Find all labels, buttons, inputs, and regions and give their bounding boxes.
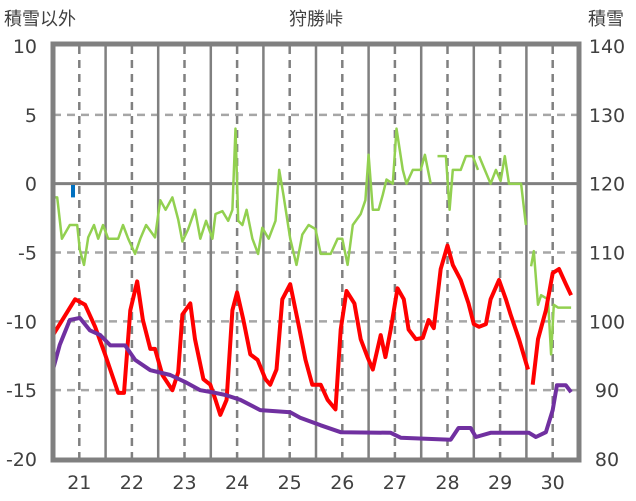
y-left-tick-label: -5 <box>18 243 37 265</box>
plot-border <box>50 41 582 463</box>
series-layer <box>51 127 573 442</box>
x-tick-label: 30 <box>541 472 565 494</box>
y-right-tick-label: 100 <box>589 311 625 333</box>
y-right-tick-label: 80 <box>595 449 619 471</box>
y-left-tick-label: 0 <box>25 174 37 196</box>
y-right-tick-label: 90 <box>595 380 619 402</box>
chart-title: 狩勝峠 <box>289 9 343 30</box>
y-left-tick-label: 10 <box>13 36 37 58</box>
y-left-tick-label: -15 <box>6 380 37 402</box>
series-line-green <box>53 127 572 356</box>
x-tick-label: 22 <box>120 472 144 494</box>
x-tick-label: 26 <box>330 472 354 494</box>
x-tick-label: 28 <box>435 472 459 494</box>
y-right-tick-label: 120 <box>589 174 625 196</box>
y-left-tick-label: 5 <box>25 105 37 127</box>
left-axis-label: 積雪以外 <box>4 9 76 30</box>
x-tick-label: 29 <box>488 472 512 494</box>
y-left-tick-label: -20 <box>6 449 37 471</box>
y-left-tick-label: -10 <box>6 311 37 333</box>
x-tick-label: 25 <box>278 472 302 494</box>
series-line-red <box>51 243 573 417</box>
x-tick-label: 24 <box>225 472 249 494</box>
y-right-tick-label: 140 <box>589 36 625 58</box>
x-tick-label: 21 <box>67 472 91 494</box>
x-tick-label: 27 <box>383 472 407 494</box>
grid <box>53 46 579 459</box>
y-right-tick-label: 110 <box>589 243 625 265</box>
x-tick-label: 23 <box>172 472 196 494</box>
y-right-tick-label: 130 <box>589 105 625 127</box>
tick-labels: 10 5 0 -5 -10 -15 -20 140 130 120 110 100 90 80 21 22 23… <box>6 36 625 494</box>
right-axis-label: 積雪 <box>588 9 624 30</box>
series-line-snow-depth <box>51 315 573 442</box>
